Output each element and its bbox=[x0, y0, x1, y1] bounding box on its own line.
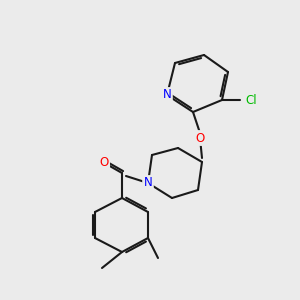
Text: O: O bbox=[99, 155, 109, 169]
Text: N: N bbox=[144, 176, 152, 190]
Text: Cl: Cl bbox=[245, 94, 257, 106]
Text: N: N bbox=[163, 88, 171, 101]
Text: O: O bbox=[195, 131, 205, 145]
